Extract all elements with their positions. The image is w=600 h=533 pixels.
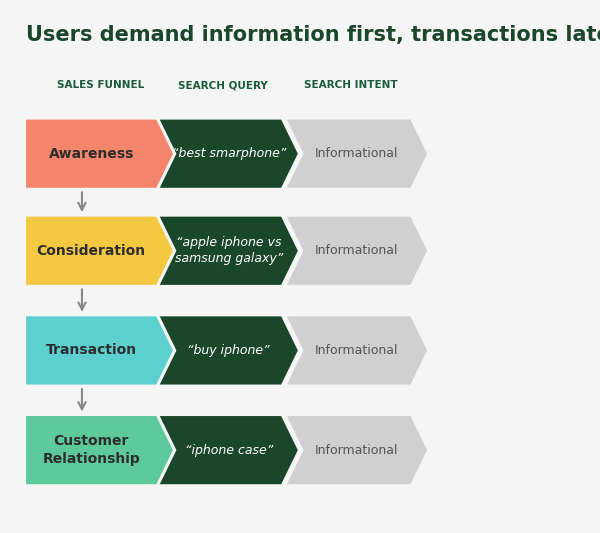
Polygon shape	[160, 216, 298, 285]
Text: “buy iphone”: “buy iphone”	[187, 344, 270, 357]
Text: Informational: Informational	[315, 443, 399, 457]
Text: Awareness: Awareness	[49, 147, 134, 160]
Polygon shape	[160, 416, 298, 484]
Text: “iphone case”: “iphone case”	[185, 443, 273, 457]
Text: “best smarphone”: “best smarphone”	[172, 147, 286, 160]
Text: SEARCH INTENT: SEARCH INTENT	[304, 80, 397, 91]
Text: Informational: Informational	[315, 244, 399, 257]
Text: Users demand information first, transactions later: Users demand information first, transact…	[26, 25, 600, 45]
Polygon shape	[287, 216, 427, 285]
Text: “apple iphone vs
samsung galaxy”: “apple iphone vs samsung galaxy”	[175, 236, 283, 265]
Polygon shape	[160, 119, 298, 188]
Text: Customer
Relationship: Customer Relationship	[42, 434, 140, 466]
Text: Informational: Informational	[315, 344, 399, 357]
Polygon shape	[287, 416, 427, 484]
Polygon shape	[26, 317, 173, 384]
Polygon shape	[287, 317, 427, 384]
Text: Informational: Informational	[315, 147, 399, 160]
Text: Consideration: Consideration	[37, 244, 146, 258]
Text: SALES FUNNEL: SALES FUNNEL	[57, 80, 144, 91]
Polygon shape	[287, 119, 427, 188]
Polygon shape	[26, 216, 173, 285]
Polygon shape	[26, 119, 173, 188]
Polygon shape	[26, 416, 173, 484]
Text: SEARCH QUERY: SEARCH QUERY	[178, 80, 268, 91]
Text: Transaction: Transaction	[46, 343, 137, 358]
Polygon shape	[160, 317, 298, 384]
